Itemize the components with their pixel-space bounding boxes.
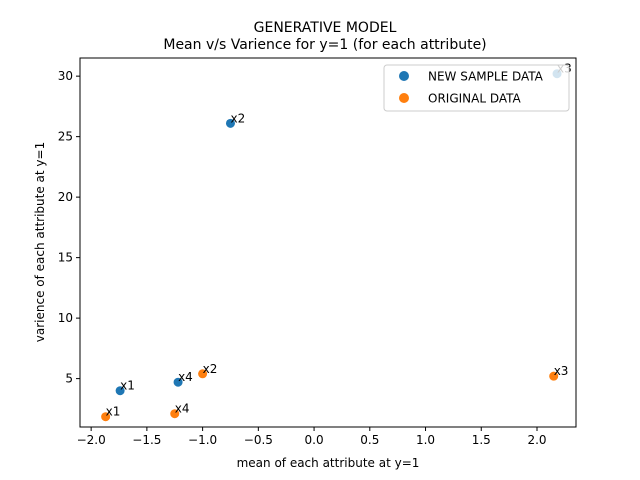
legend-marker-new-sample xyxy=(399,71,409,81)
data-points-layer xyxy=(101,69,562,422)
chart-subtitle: Mean v/s Varience for y=1 (for each attr… xyxy=(163,37,486,53)
data-point xyxy=(173,377,183,387)
legend-marker-original xyxy=(399,93,409,103)
y-tick-label: 25 xyxy=(58,130,73,144)
data-point xyxy=(115,386,125,396)
x-tick-label: 0.5 xyxy=(360,433,379,447)
data-point xyxy=(198,369,208,379)
point-label: x4 xyxy=(178,370,193,384)
x-tick-label: 1.0 xyxy=(416,433,435,447)
y-axis-ticks: 5 10 15 20 25 30 xyxy=(58,69,80,386)
data-point xyxy=(170,409,180,419)
plot-frame xyxy=(79,57,577,428)
x-tick-label: 1.5 xyxy=(472,433,491,447)
legend-label-original: ORIGINAL DATA xyxy=(428,92,522,106)
y-tick-label: 10 xyxy=(58,311,73,325)
x-tick-label: 0.0 xyxy=(305,433,324,447)
x-axis-label: mean of each attribute at y=1 xyxy=(237,456,420,470)
y-tick-label: 20 xyxy=(58,190,73,204)
point-label: x2 xyxy=(230,111,245,125)
x-tick-label: −1.0 xyxy=(188,433,217,447)
data-point xyxy=(101,412,111,422)
point-label: x2 xyxy=(203,362,218,376)
legend: NEW SAMPLE DATA ORIGINAL DATA xyxy=(383,64,570,112)
y-tick-label: 15 xyxy=(58,251,73,265)
point-label: x3 xyxy=(554,364,569,378)
y-tick-label: 5 xyxy=(65,372,73,386)
legend-label-new-sample: NEW SAMPLE DATA xyxy=(428,70,544,84)
chart-title: GENERATIVE MODEL xyxy=(254,20,397,36)
legend-box xyxy=(383,64,570,112)
x-axis-ticks: −2.0 −1.5 −1.0 −0.5 0.0 0.5 1.0 1.5 2.0 xyxy=(77,427,547,447)
point-label: x4 xyxy=(175,402,190,416)
y-tick-label: 30 xyxy=(58,69,73,83)
y-axis-label: varience of each attribute at y=1 xyxy=(33,142,47,342)
point-label: x1 xyxy=(120,379,135,393)
point-label: x1 xyxy=(106,405,121,419)
data-point xyxy=(225,118,235,128)
data-point xyxy=(549,371,559,381)
x-tick-label: −2.0 xyxy=(77,433,106,447)
x-tick-label: 2.0 xyxy=(527,433,546,447)
x-tick-label: −1.5 xyxy=(132,433,161,447)
x-tick-label: −0.5 xyxy=(244,433,273,447)
